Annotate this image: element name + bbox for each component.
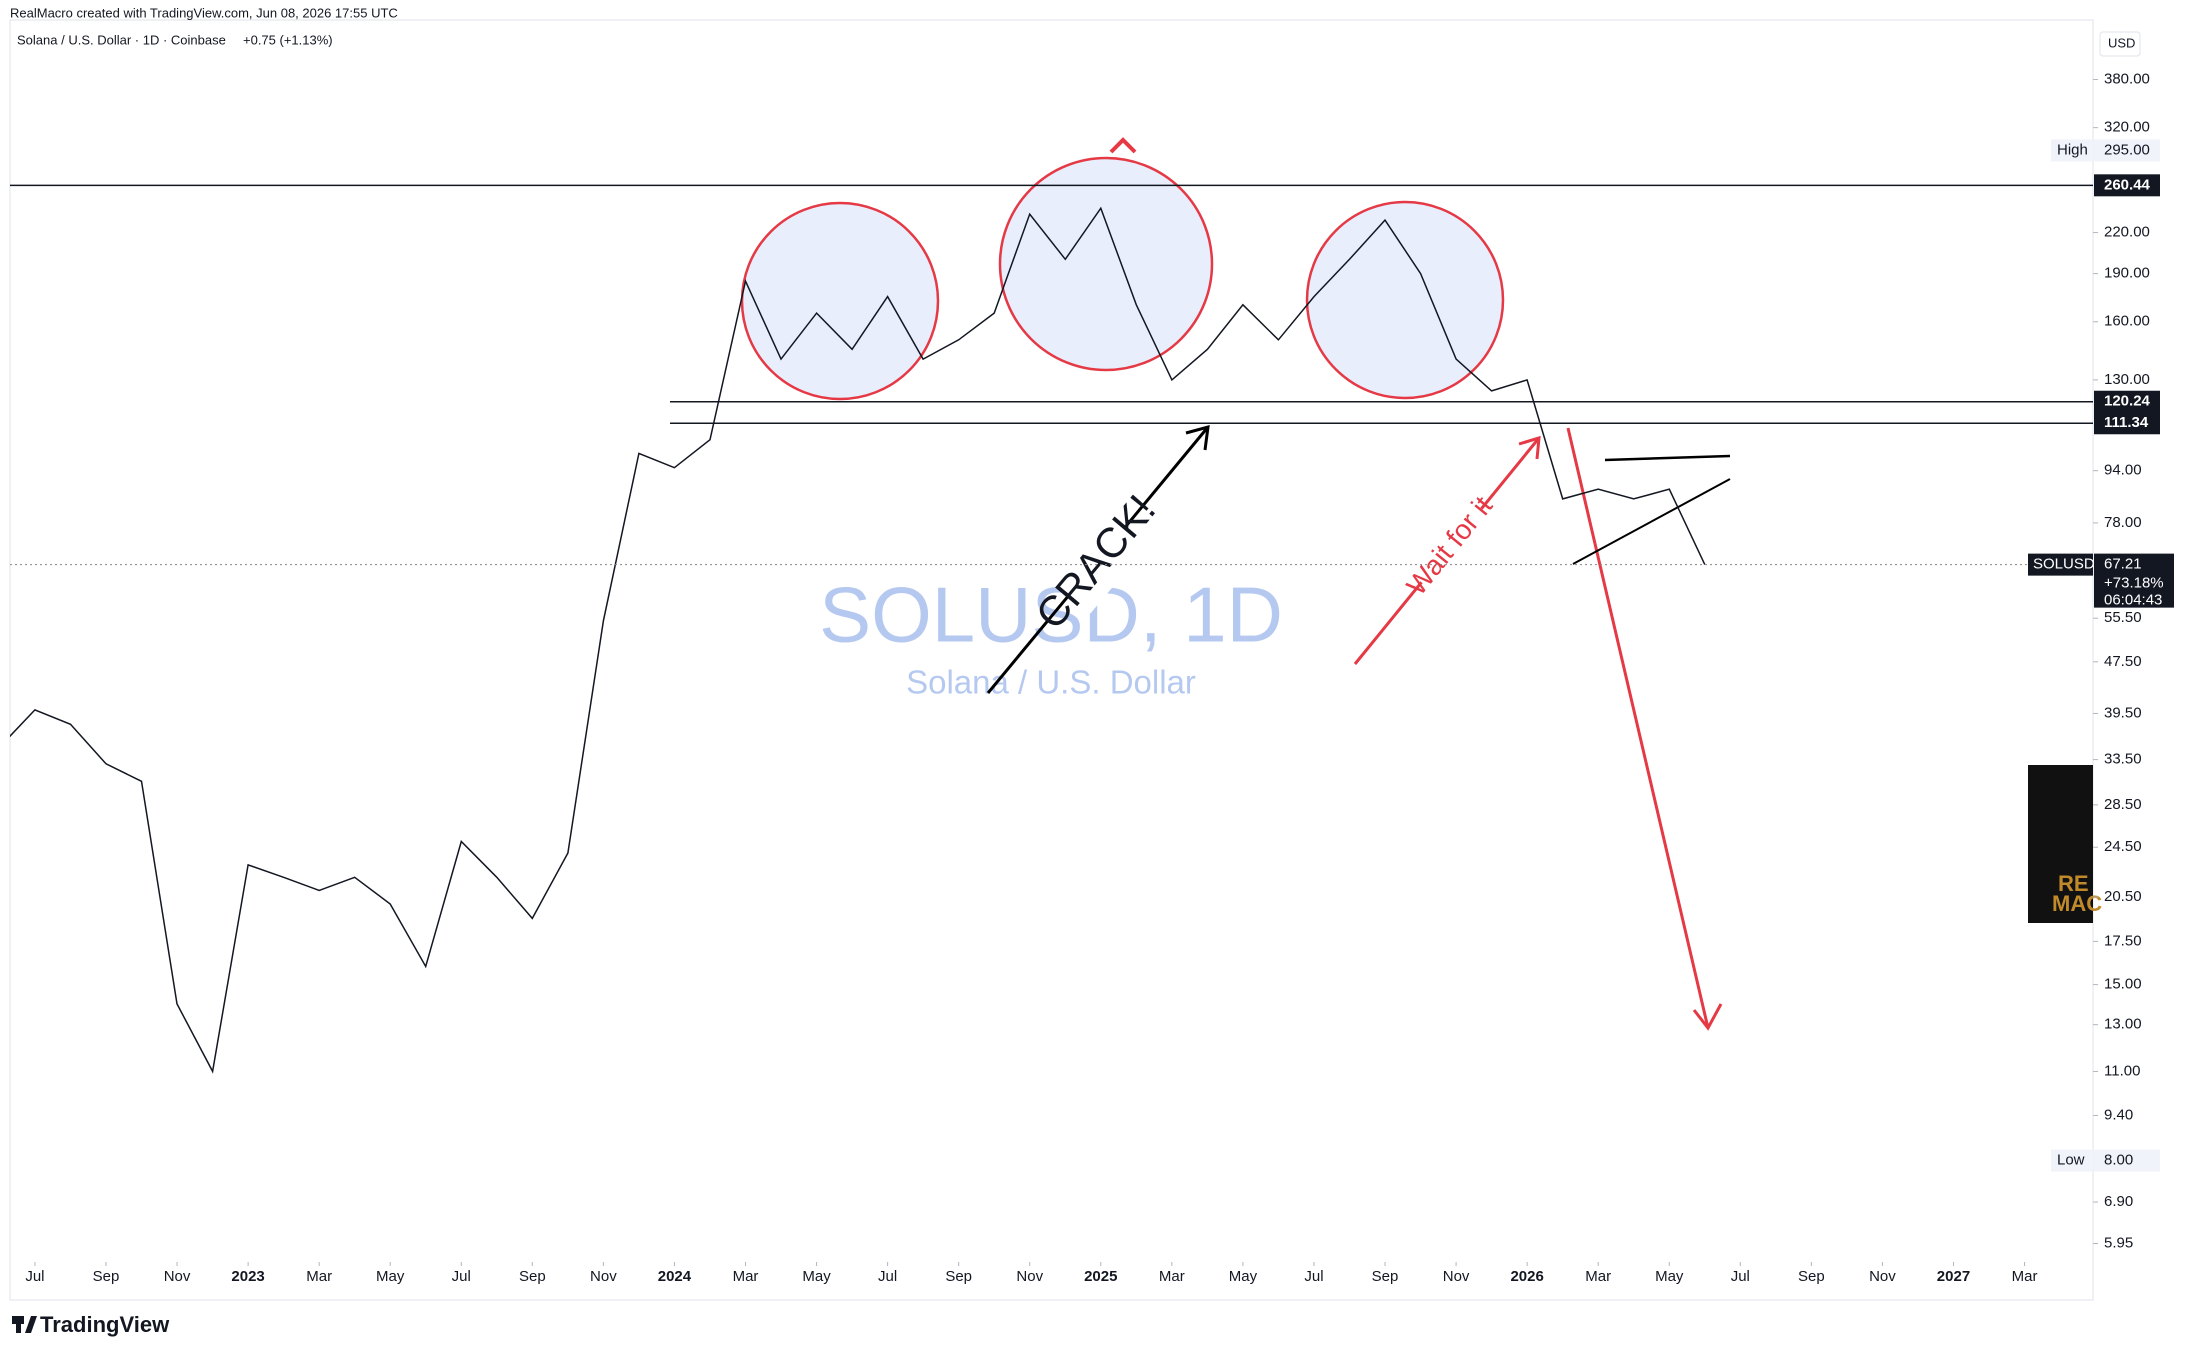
circle [1305,200,1505,400]
logo-text: MAC [2052,891,2102,916]
y-tick-label: 17.50 [2104,932,2142,949]
y-tick-label: 47.50 [2104,653,2142,670]
arrow-line [1566,427,1710,1029]
y-tick-label: 380.00 [2104,70,2150,87]
high-value: 295.00 [2104,141,2150,158]
x-tick-label: Mar [306,1268,332,1285]
x-tick-label: Mar [1159,1268,1185,1285]
x-tick-label: Jul [25,1268,44,1285]
level-label-bg [2094,174,2160,197]
x-tick-label: Sep [1372,1268,1399,1285]
price-box [2094,553,2174,608]
level-label: 260.44 [2104,176,2151,193]
x-tick-label: Nov [1869,1268,1896,1285]
high-box [2051,139,2093,162]
symbol-label: SOLUSD [2033,556,2095,573]
x-tick-label: 2023 [231,1268,264,1285]
x-tick-label: Sep [93,1268,120,1285]
level-label-bg [2094,412,2160,435]
x-tick-label: Mar [1585,1268,1611,1285]
arrow-head [1518,435,1541,460]
x-tick-label: May [376,1268,405,1285]
y-tick-label: 160.00 [2104,313,2150,330]
x-tick-label: Jul [878,1268,897,1285]
y-tick-label: 39.50 [2104,704,2142,721]
label-bg [1044,506,1149,614]
logo-mark [16,1316,21,1333]
x-tick-label: Sep [945,1268,972,1285]
currency[interactable]: USD [2108,35,2135,50]
y-tick-label: 13.00 [2104,1016,2142,1033]
x-tick-label: 2024 [658,1268,692,1285]
header: RealMacro created with TradingView.com, … [10,5,398,20]
x-tick-label: Jul [1731,1268,1750,1285]
x-tick-label: Nov [1016,1268,1043,1285]
low-value: 8.00 [2104,1152,2133,1169]
x-tick-label: Nov [590,1268,617,1285]
chevron [1109,137,1137,154]
y-tick-label: 28.50 [2104,796,2142,813]
low-value-box [2094,1149,2160,1172]
x-tick-label: Sep [519,1268,546,1285]
logo-mark [25,1316,37,1333]
y-tick-label: 5.95 [2104,1234,2133,1251]
change: +0.75 (+1.13%) [243,32,333,47]
x-tick-label: May [1229,1268,1258,1285]
x-tick-label: 2025 [1084,1268,1117,1285]
y-tick-label: 78.00 [2104,514,2142,531]
low-label: Low [2057,1152,2085,1169]
arrow-head [1692,1003,1723,1031]
low-box [2051,1149,2093,1172]
y-tick-label: 320.00 [2104,119,2150,136]
y-tick-label: 130.00 [2104,371,2150,388]
x-tick-label: Mar [733,1268,759,1285]
circle [998,156,1214,372]
high-value-box [2094,139,2160,162]
x-tick-label: Jul [452,1268,471,1285]
y-tick-label: 6.90 [2104,1193,2133,1210]
y-tick-label: 15.00 [2104,976,2142,993]
y-tick-label: 33.50 [2104,751,2142,768]
y-tick-label: 20.50 [2104,888,2142,905]
y-tick-label: 11.00 [2104,1062,2140,1079]
currency-box[interactable] [2099,31,2141,57]
triangle-line [1572,478,1731,565]
x-tick-label: 2027 [1937,1268,1970,1285]
countdown: 06:04:43 [2104,592,2162,609]
x-tick-label: Nov [1443,1268,1470,1285]
watermark-subtitle: Solana / U.S. Dollar [906,664,1196,701]
logo-text: RE [2058,871,2089,896]
y-tick-label: 9.40 [2104,1106,2133,1123]
level-label: 120.24 [2104,393,2151,410]
price-change: +73.18% [2104,575,2164,592]
chart-title: Solana / U.S. Dollar · 1D · Coinbase [17,32,226,47]
circle [740,201,940,401]
x-tick-label: Nov [164,1268,191,1285]
y-tick-label: 94.00 [2104,462,2142,479]
x-tick-label: May [802,1268,831,1285]
last-price: 67.21 [2104,556,2142,573]
label-bg [1408,498,1500,598]
x-tick-label: Mar [2012,1268,2038,1285]
triangle-line [1604,454,1731,462]
x-tick-label: 2026 [1510,1268,1543,1285]
tv-logo[interactable]: TradingView [12,1312,170,1337]
logo-text[interactable]: TradingView [40,1312,170,1337]
x-tick-label: Jul [1304,1268,1323,1285]
x-tick-label: Sep [1798,1268,1825,1285]
price-line [10,206,1706,1074]
high-label: High [2057,141,2088,158]
y-tick-label: 190.00 [2104,265,2150,282]
symbol-box [2028,553,2093,576]
y-tick-label: 220.00 [2104,224,2150,241]
level-label-bg [2094,390,2160,413]
y-tick-label: 24.50 [2104,838,2142,855]
x-tick-label: May [1655,1268,1684,1285]
arrow-head [1185,424,1210,451]
level-label: 111.34 [2104,414,2149,431]
y-tick-label: 55.50 [2104,609,2142,626]
logo-box [2028,765,2093,923]
